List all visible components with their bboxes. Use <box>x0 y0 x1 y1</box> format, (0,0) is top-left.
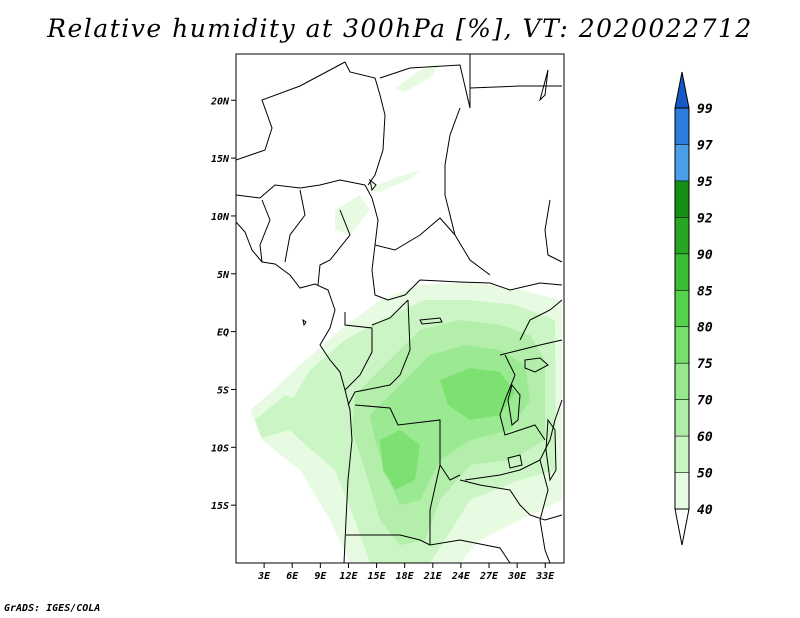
map-frame <box>235 53 565 564</box>
colorbar-label: 75 <box>697 357 713 372</box>
lat-tick-label: 10S <box>211 443 229 454</box>
colorbar-box <box>675 180 689 218</box>
colorbar-box <box>675 399 689 437</box>
credit-text: GrADS: IGES/COLA <box>4 603 101 614</box>
rh-40-sahel-streak <box>365 170 420 192</box>
colorbar-label: 95 <box>697 175 713 190</box>
colorbar-label: 92 <box>697 211 713 226</box>
colorbar-label: 60 <box>697 430 713 445</box>
colorbar-label: 99 <box>697 102 713 117</box>
border-lines <box>236 54 563 563</box>
lon-tick-label: 9E <box>314 571 327 582</box>
colorbar-box <box>675 472 689 509</box>
colorbar-label: 40 <box>697 503 713 518</box>
colorbar-label: 97 <box>697 138 713 153</box>
colorbar-box <box>675 144 689 181</box>
lat-tick-label: 5S <box>217 385 229 396</box>
lon-tick-label: 21E <box>423 571 443 582</box>
colorbar-box <box>675 290 689 327</box>
lat-tick-label: 15N <box>211 154 230 165</box>
rh-75-region <box>440 368 515 420</box>
colorbar-top-arrow <box>674 71 690 109</box>
coastline-west-africa <box>236 221 353 563</box>
colorbar-label: 70 <box>697 394 713 409</box>
rh-40-north-streak <box>395 64 440 92</box>
colorbar-label: 85 <box>697 284 713 299</box>
rh-40-west-blob <box>255 395 300 438</box>
borders <box>236 54 563 563</box>
lon-tick-label: 6E <box>286 571 299 582</box>
colorbar-box <box>675 326 689 364</box>
colorbar-box <box>675 217 689 254</box>
colorbar-label: 80 <box>697 321 713 336</box>
rh-75-region-south <box>380 430 420 490</box>
rh-40-north-blob <box>335 195 370 235</box>
longitude-axis: 3E 6E 9E 12E 15E 18E 21E 24E 27E 30E 33E <box>257 563 555 582</box>
humidity-field <box>250 64 562 563</box>
lon-tick-label: 18E <box>396 571 415 582</box>
colorbar-label: 50 <box>697 467 713 482</box>
colorbar-box <box>675 436 689 473</box>
colorbar-box <box>675 108 689 145</box>
colorbar-label: 90 <box>697 248 713 263</box>
lat-tick-label: 10N <box>211 212 230 223</box>
chart-title: Relative humidity at 300hPa [%], VT: 202… <box>47 14 753 43</box>
lat-tick-label: EQ <box>217 328 229 339</box>
colorbar-box <box>675 363 689 400</box>
lat-tick-label: 15S <box>211 501 229 512</box>
lon-tick-label: 30E <box>507 571 527 582</box>
lon-tick-label: 24E <box>451 571 471 582</box>
lat-tick-label: 5N <box>217 270 230 281</box>
lake-outlines <box>302 69 557 482</box>
colorbar-box <box>675 253 689 291</box>
lon-tick-label: 15E <box>368 571 387 582</box>
colorbar: 40 50 60 70 75 80 85 90 92 95 97 99 <box>674 71 713 546</box>
lon-tick-label: 3E <box>257 571 271 582</box>
latitude-axis: 20N 15N 10N 5N EQ 5S 10S 15S <box>210 96 236 512</box>
lat-tick-label: 20N <box>210 96 230 107</box>
lon-tick-label: 27E <box>479 571 499 582</box>
lon-tick-label: 12E <box>339 571 358 582</box>
colorbar-bottom-arrow <box>674 508 690 546</box>
lon-tick-label: 33E <box>535 571 555 582</box>
